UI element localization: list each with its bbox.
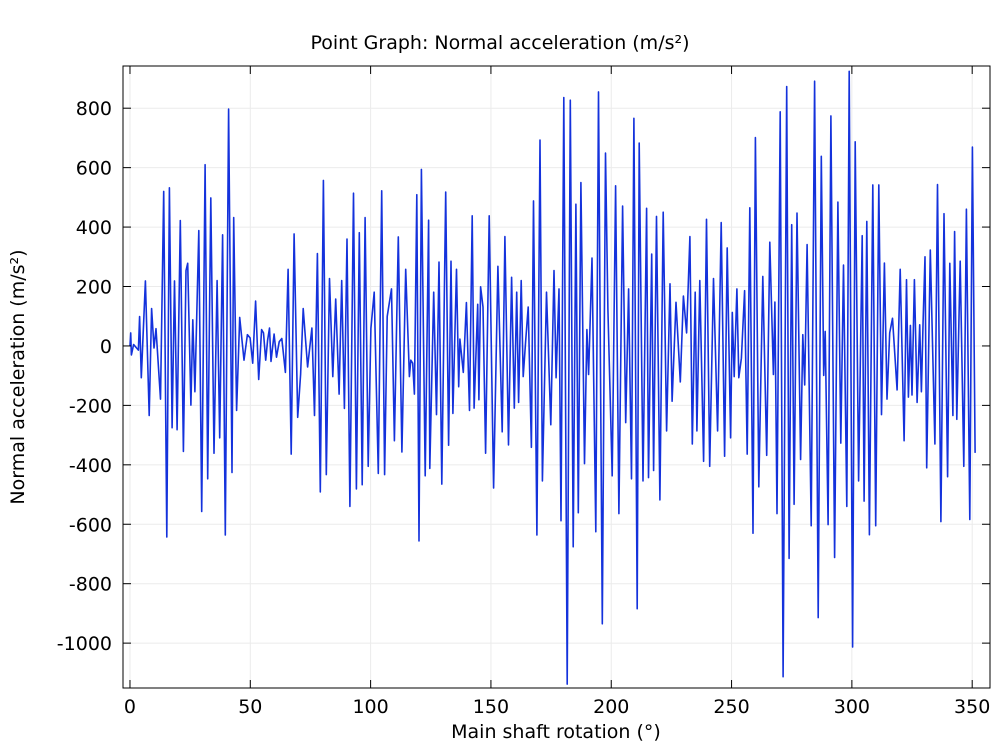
y-tick-label: -1000: [57, 633, 112, 655]
x-tick-label: 100: [352, 696, 388, 718]
x-axis-label: Main shaft rotation (°): [451, 721, 661, 743]
y-tick-label: 600: [76, 158, 112, 180]
x-tick-label: 50: [238, 696, 262, 718]
series-line: [129, 70, 976, 685]
x-tick-label: 150: [473, 696, 509, 718]
x-tick-label: 350: [954, 696, 990, 718]
x-tick-label: 0: [124, 696, 136, 718]
x-tick-label: 250: [713, 696, 749, 718]
y-tick-label: -400: [69, 455, 112, 477]
y-tick-label: -200: [69, 395, 112, 417]
y-tick-label: 800: [76, 98, 112, 120]
plot-area: [129, 70, 976, 685]
y-tick-label: 0: [100, 336, 112, 358]
ticks: 0 50 100 150 200 250 300 350 -1000 -800 -600 -400 -2…: [57, 66, 990, 718]
x-tick-label: 200: [593, 696, 629, 718]
y-tick-label: 200: [76, 277, 112, 299]
y-tick-label: 400: [76, 217, 112, 239]
plot-frame: [122, 65, 991, 689]
y-tick-label: -600: [69, 514, 112, 536]
y-axis-label: Normal acceleration (m/s²): [7, 249, 29, 504]
y-tick-label: -800: [69, 574, 112, 596]
chart-title: Point Graph: Normal acceleration (m/s²): [310, 32, 689, 54]
x-tick-label: 300: [834, 696, 870, 718]
